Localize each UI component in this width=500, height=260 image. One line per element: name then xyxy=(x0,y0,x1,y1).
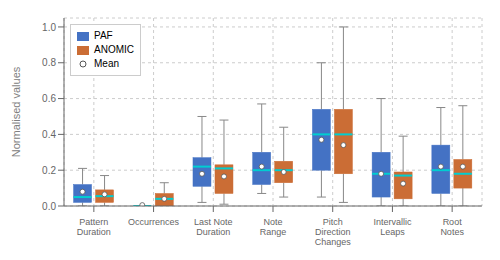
svg-text:0.2: 0.2 xyxy=(42,165,56,176)
html-text:PAF: PAF xyxy=(94,30,113,41)
svg-text:0.0: 0.0 xyxy=(42,201,56,212)
svg-text:Normalised values: Normalised values xyxy=(10,66,22,157)
svg-text:Last NoteDuration: Last NoteDuration xyxy=(194,217,233,237)
svg-text:NoteRange: NoteRange xyxy=(260,217,287,237)
svg-text:Occurrences: Occurrences xyxy=(128,217,180,227)
svg-text:PitchDirectionChanges: PitchDirectionChanges xyxy=(315,217,352,247)
svg-text:1.0: 1.0 xyxy=(42,22,56,33)
html-text:Mean: Mean xyxy=(94,58,119,69)
svg-text:PatternDuration: PatternDuration xyxy=(77,217,111,237)
svg-text:0.4: 0.4 xyxy=(42,129,56,140)
svg-text:0.8: 0.8 xyxy=(42,57,56,68)
svg-text:0.6: 0.6 xyxy=(42,93,56,104)
html-text:ANOMIC: ANOMIC xyxy=(94,44,134,55)
svg-text:IntervallicLeaps: IntervallicLeaps xyxy=(373,217,412,237)
svg-text:RootNotes: RootNotes xyxy=(440,217,464,237)
